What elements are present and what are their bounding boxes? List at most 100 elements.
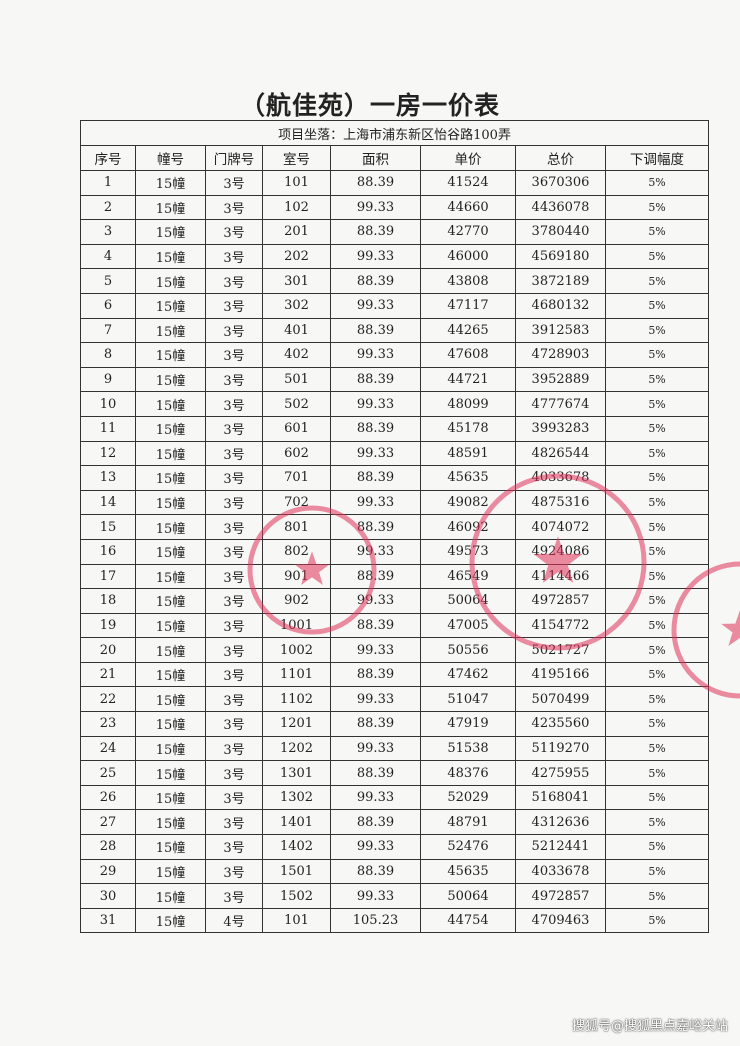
cell-door: 3号	[205, 465, 263, 491]
cell-total-price: 3670306	[515, 170, 606, 196]
cell-room: 102	[262, 194, 331, 221]
cell-area: 88.39	[330, 514, 421, 540]
table-row: 22 15幢 3号 1102 99.33 51047 5070499 5%	[80, 686, 710, 713]
cell-seq: 27	[80, 809, 136, 836]
table-row: 16 15幢 3号 802 99.33 49573 4924086 5%	[80, 538, 710, 565]
cell-building: 15幢	[135, 317, 206, 344]
cell-unit-price: 48376	[420, 760, 516, 786]
cell-room: 201	[262, 219, 331, 245]
cell-seq: 18	[80, 588, 136, 614]
cell-discount: 5%	[604, 612, 710, 639]
cell-room: 202	[262, 243, 331, 270]
cell-total-price: 4033678	[515, 858, 606, 885]
cell-unit-price: 45635	[420, 858, 516, 885]
table-row: 6 15幢 3号 302 99.33 47117 4680132 5%	[80, 292, 710, 319]
cell-seq: 30	[80, 883, 136, 909]
cell-building: 15幢	[135, 661, 206, 688]
table-row: 1 15幢 3号 101 88.39 41524 3670306 5%	[80, 170, 710, 196]
cell-area: 88.39	[330, 170, 421, 196]
cell-total-price: 4033678	[515, 465, 606, 491]
cell-unit-price: 49082	[420, 489, 516, 516]
cell-building: 15幢	[135, 588, 206, 614]
table-row: 3 15幢 3号 201 88.39 42770 3780440 5%	[80, 219, 710, 245]
cell-unit-price: 44754	[420, 907, 516, 934]
cell-area: 88.39	[330, 317, 421, 344]
cell-building: 15幢	[135, 268, 206, 294]
cell-discount: 5%	[604, 219, 710, 245]
cell-area: 99.33	[330, 784, 421, 811]
cell-door: 3号	[205, 292, 263, 319]
table-row: 10 15幢 3号 502 99.33 48099 4777674 5%	[80, 391, 710, 417]
cell-door: 3号	[205, 342, 263, 368]
cell-room: 1402	[262, 834, 331, 860]
document-title: （航佳苑）一房一价表	[239, 91, 500, 120]
cell-total-price: 5212441	[515, 834, 606, 860]
table-row: 14 15幢 3号 702 99.33 49082 4875316 5%	[80, 489, 710, 516]
cell-room: 701	[262, 465, 331, 491]
cell-room: 802	[262, 538, 331, 565]
cell-room: 402	[262, 342, 331, 368]
cell-area: 88.39	[330, 219, 421, 245]
watermark: 搜狐号@搜狐黑点嘉峪关站	[571, 1019, 728, 1034]
cell-door: 3号	[205, 858, 263, 885]
cell-door: 3号	[205, 489, 263, 516]
cell-total-price: 4436078	[515, 194, 606, 221]
cell-door: 3号	[205, 194, 263, 221]
table-row: 28 15幢 3号 1402 99.33 52476 5212441 5%	[80, 834, 710, 860]
cell-building: 15幢	[135, 760, 206, 786]
cell-total-price: 4235560	[515, 711, 606, 737]
cell-building: 15幢	[135, 637, 206, 663]
cell-discount: 5%	[604, 342, 710, 368]
cell-discount: 5%	[604, 735, 710, 762]
cell-seq: 24	[80, 735, 136, 762]
cell-building: 15幢	[135, 194, 206, 221]
table-row: 23 15幢 3号 1201 88.39 47919 4235560 5%	[80, 711, 710, 737]
cell-building: 15幢	[135, 170, 206, 196]
cell-area: 88.39	[330, 612, 421, 639]
cell-seq: 3	[80, 219, 136, 245]
table-row: 21 15幢 3号 1101 88.39 47462 4195166 5%	[80, 661, 710, 688]
cell-building: 15幢	[135, 342, 206, 368]
cell-discount: 5%	[604, 489, 710, 516]
cell-area: 88.39	[330, 858, 421, 885]
column-header-building: 幢号	[135, 145, 206, 171]
cell-total-price: 4114466	[515, 563, 606, 590]
table-row: 11 15幢 3号 601 88.39 45178 3993283 5%	[80, 415, 710, 442]
cell-room: 401	[262, 317, 331, 344]
cell-door: 3号	[205, 784, 263, 811]
cell-seq: 23	[80, 711, 136, 737]
cell-building: 15幢	[135, 440, 206, 467]
cell-seq: 20	[80, 637, 136, 663]
seal-star-icon	[721, 610, 740, 646]
cell-discount: 5%	[604, 538, 710, 565]
cell-room: 101	[262, 170, 331, 196]
cell-building: 15幢	[135, 292, 206, 319]
cell-unit-price: 42770	[420, 219, 516, 245]
table-row: 18 15幢 3号 902 99.33 50064 4972857 5%	[80, 588, 710, 614]
table-row: 26 15幢 3号 1302 99.33 52029 5168041 5%	[80, 784, 710, 811]
cell-room: 1302	[262, 784, 331, 811]
cell-room: 1501	[262, 858, 331, 885]
cell-total-price: 5070499	[515, 686, 606, 713]
cell-building: 15幢	[135, 612, 206, 639]
cell-total-price: 4777674	[515, 391, 606, 417]
cell-discount: 5%	[604, 661, 710, 688]
column-header-seq: 序号	[80, 145, 136, 171]
cell-area: 99.33	[330, 588, 421, 614]
cell-room: 1002	[262, 637, 331, 663]
cell-door: 3号	[205, 661, 263, 688]
address-row: 项目坐落：上海市浦东新区怡谷路100弄	[79, 120, 710, 146]
cell-door: 4号	[205, 907, 263, 934]
column-header-unit-price: 单价	[420, 145, 516, 171]
cell-area: 88.39	[330, 711, 421, 737]
cell-area: 88.39	[330, 809, 421, 836]
column-header-area: 面积	[330, 145, 421, 171]
cell-area: 99.33	[330, 489, 421, 516]
cell-door: 3号	[205, 834, 263, 860]
cell-room: 101	[262, 907, 331, 934]
cell-unit-price: 52029	[420, 784, 516, 811]
cell-total-price: 4972857	[515, 588, 606, 614]
cell-room: 1201	[262, 711, 331, 737]
cell-area: 99.33	[330, 194, 421, 221]
cell-total-price: 4275955	[515, 760, 606, 786]
